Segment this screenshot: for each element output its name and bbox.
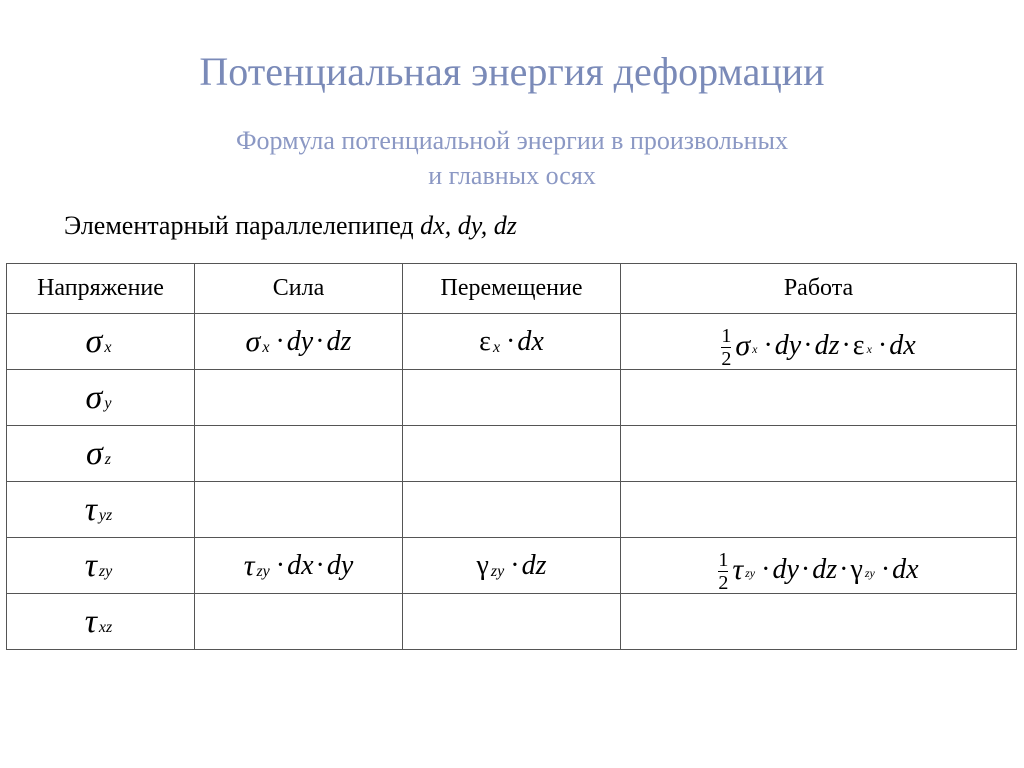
cell-work xyxy=(621,426,1017,482)
table-row: τxz xyxy=(7,594,1017,650)
cell-force: σx ·dy·dz xyxy=(195,314,403,370)
table-row: τzyτzy ·dx·dyγzy ·dz12τzy ·dy·dz ·γzy ·d… xyxy=(7,538,1017,594)
body-diffs: dx, dy, dz xyxy=(420,211,517,240)
cell-stress: τyz xyxy=(7,482,195,538)
cell-stress: τxz xyxy=(7,594,195,650)
subtitle-line-2: и главных осях xyxy=(428,161,596,190)
table-row: σz xyxy=(7,426,1017,482)
cell-displacement: εx ·dx xyxy=(403,314,621,370)
cell-work xyxy=(621,482,1017,538)
cell-displacement xyxy=(403,370,621,426)
slide-subtitle: Формула потенциальной энергии в произвол… xyxy=(0,123,1024,193)
cell-displacement xyxy=(403,594,621,650)
table-row: σxσx ·dy·dzεx ·dx12σx ·dy·dz ·εx ·dx xyxy=(7,314,1017,370)
cell-stress: σz xyxy=(7,426,195,482)
cell-stress: σy xyxy=(7,370,195,426)
cell-stress: τzy xyxy=(7,538,195,594)
header-displacement: Перемещение xyxy=(403,264,621,314)
slide-title: Потенциальная энергия деформации xyxy=(0,48,1024,95)
slide: Потенциальная энергия деформации Формула… xyxy=(0,0,1024,768)
header-stress: Напряжение xyxy=(7,264,195,314)
cell-stress: σx xyxy=(7,314,195,370)
cell-displacement: γzy ·dz xyxy=(403,538,621,594)
cell-force: τzy ·dx·dy xyxy=(195,538,403,594)
cell-force xyxy=(195,426,403,482)
table-row: σy xyxy=(7,370,1017,426)
cell-work xyxy=(621,370,1017,426)
cell-force xyxy=(195,482,403,538)
cell-force xyxy=(195,370,403,426)
body-text: Элементарный параллелепипед dx, dy, dz xyxy=(0,211,1024,241)
cell-work xyxy=(621,594,1017,650)
table-header-row: Напряжение Сила Перемещение Работа xyxy=(7,264,1017,314)
header-work: Работа xyxy=(621,264,1017,314)
cell-work: 12σx ·dy·dz ·εx ·dx xyxy=(621,314,1017,370)
cell-work: 12τzy ·dy·dz ·γzy ·dx xyxy=(621,538,1017,594)
cell-displacement xyxy=(403,482,621,538)
table-row: τyz xyxy=(7,482,1017,538)
header-force: Сила xyxy=(195,264,403,314)
subtitle-line-1: Формула потенциальной энергии в произвол… xyxy=(236,126,788,155)
cell-displacement xyxy=(403,426,621,482)
body-prefix: Элементарный параллелепипед xyxy=(64,211,420,240)
cell-force xyxy=(195,594,403,650)
formula-table: Напряжение Сила Перемещение Работа σxσx … xyxy=(6,263,1017,650)
